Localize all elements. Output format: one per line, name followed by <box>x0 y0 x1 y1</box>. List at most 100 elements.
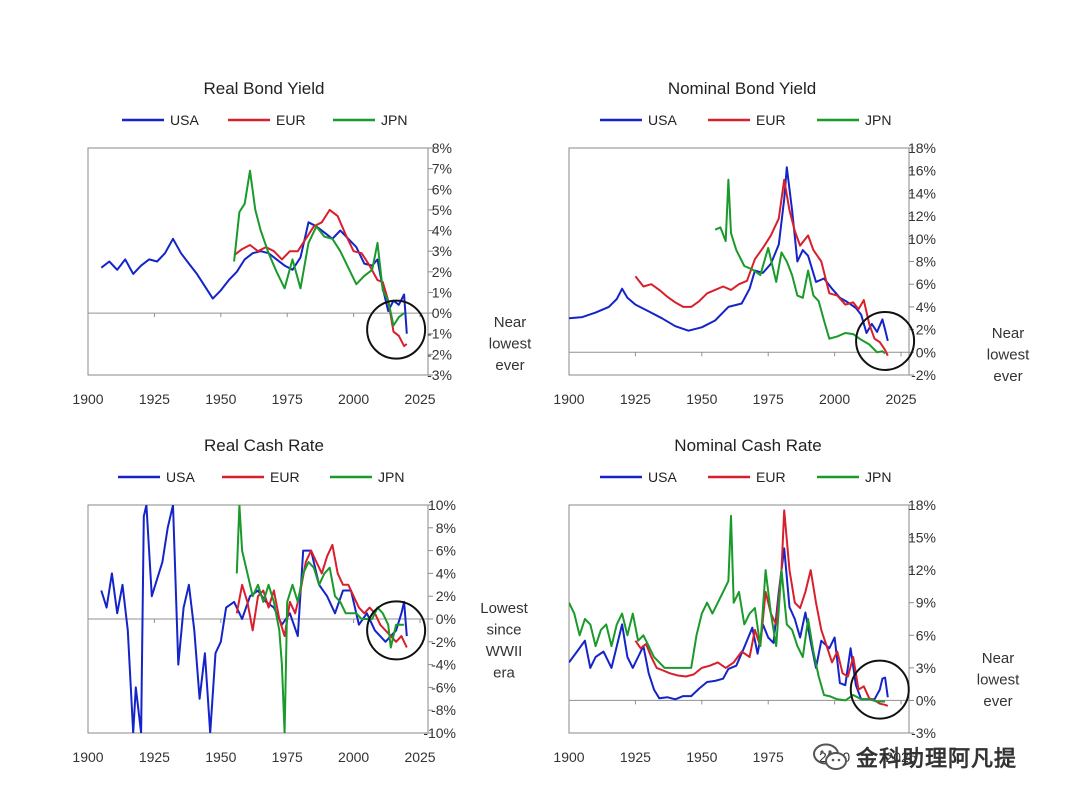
note-line: Lowest <box>480 600 528 617</box>
y-tick-label: 14% <box>908 185 936 201</box>
note-line: lowest <box>987 347 1030 364</box>
x-tick-label: 2000 <box>338 391 369 407</box>
y-tick-label: -2% <box>427 346 452 362</box>
highlight-circle <box>849 659 910 720</box>
watermark: 金科助理阿凡提 <box>812 740 1017 774</box>
y-tick-label: 3% <box>432 243 452 259</box>
y-tick-label: 2% <box>916 322 936 338</box>
series-line-usa <box>569 547 889 701</box>
series-line-jpn <box>569 514 886 703</box>
y-tick-label: 16% <box>908 163 936 179</box>
x-tick-label: 2000 <box>338 749 369 765</box>
note-line: lowest <box>489 336 532 353</box>
note-line: era <box>493 665 515 682</box>
note-line: WWII <box>486 643 523 660</box>
y-tick-label: 12% <box>908 562 936 578</box>
y-tick-label: 2% <box>436 588 456 604</box>
legend-label-jpn: JPN <box>865 469 891 485</box>
note-line: ever <box>993 368 1022 385</box>
y-tick-label: 8% <box>916 254 936 270</box>
x-tick-label: 2025 <box>404 749 435 765</box>
x-tick-label: 1900 <box>553 391 584 407</box>
x-tick-label: 1900 <box>72 749 103 765</box>
legend-label-usa: USA <box>648 469 677 485</box>
y-tick-label: -2% <box>431 634 456 650</box>
chart-panel-3: 10% 8% 6% 4% 2% 0% -2% -4% -6% -8% -10% 1900 1925 195… <box>72 436 528 765</box>
x-tick-label: 1950 <box>686 391 717 407</box>
y-tick-label: 6% <box>436 543 456 559</box>
highlight-circle <box>366 299 427 360</box>
y-tick-label: 7% <box>432 161 452 177</box>
y-tick-label: -1% <box>427 326 452 342</box>
legend-label-eur: EUR <box>276 112 306 128</box>
chart-title: Real Bond Yield <box>204 79 325 98</box>
note-line: ever <box>983 693 1012 710</box>
x-tick-label: 1950 <box>205 749 236 765</box>
note-line: since <box>486 622 521 639</box>
x-tick-label: 2025 <box>885 391 916 407</box>
note-line: lowest <box>977 672 1020 689</box>
y-tick-label: 0% <box>916 692 936 708</box>
x-tick-label: 1925 <box>620 391 651 407</box>
legend-label-usa: USA <box>648 112 677 128</box>
plot-frame <box>568 504 910 734</box>
series-line-eur <box>634 178 889 357</box>
legend-label-usa: USA <box>170 112 199 128</box>
wechat-icon <box>813 743 847 770</box>
plot-frame <box>87 147 429 376</box>
y-tick-label: -10% <box>423 725 456 741</box>
note-line: Near <box>992 325 1025 342</box>
x-tick-label: 1975 <box>272 749 303 765</box>
note-line: Near <box>982 650 1015 667</box>
highlight-circle <box>855 310 916 371</box>
x-tick-label: 1900 <box>72 391 103 407</box>
x-tick-label: 1925 <box>620 749 651 765</box>
x-tick-label: 1975 <box>753 749 784 765</box>
y-tick-label: 9% <box>916 595 936 611</box>
x-tick-label: 1925 <box>139 391 170 407</box>
y-tick-label: 18% <box>908 140 936 156</box>
legend-label-jpn: JPN <box>381 112 407 128</box>
y-tick-label: -3% <box>911 725 936 741</box>
series-line-usa <box>569 166 889 342</box>
y-tick-label: 4% <box>916 299 936 315</box>
plot-frame <box>568 147 910 376</box>
y-tick-label: -4% <box>431 657 456 673</box>
legend-label-jpn: JPN <box>378 469 404 485</box>
y-tick-label: 6% <box>432 181 452 197</box>
y-tick-label: 4% <box>432 223 452 239</box>
y-tick-label: -6% <box>431 679 456 695</box>
y-tick-label: 15% <box>908 530 936 546</box>
chart-panel-2: 18% 16% 14% 12% 10% 8% 6% 4% 2% 0% -2% 1900 1925 1950… <box>553 79 1030 407</box>
chart-panel-1: 8% 7% 6% 5% 4% 3% 2% 1% 0% -1% -2% -3% 1900 1925 1950 1… <box>72 79 532 407</box>
chart-title: Nominal Cash Rate <box>674 436 821 455</box>
legend-label-jpn: JPN <box>865 112 891 128</box>
x-tick-label: 1975 <box>272 391 303 407</box>
y-tick-label: 3% <box>916 660 936 676</box>
note-line: ever <box>495 357 524 374</box>
y-tick-label: 12% <box>908 208 936 224</box>
y-tick-label: 2% <box>432 264 452 280</box>
y-tick-label: 4% <box>436 565 456 581</box>
note-line: Near <box>494 314 527 331</box>
x-tick-label: 2025 <box>885 749 916 765</box>
x-tick-label: 1950 <box>205 391 236 407</box>
y-tick-label: 0% <box>432 305 452 321</box>
y-tick-label: -8% <box>431 702 456 718</box>
y-tick-label: 10% <box>428 497 456 513</box>
y-tick-label: -2% <box>911 367 936 383</box>
legend-label-eur: EUR <box>756 112 786 128</box>
legend-label-eur: EUR <box>270 469 300 485</box>
y-tick-label: 6% <box>916 276 936 292</box>
x-tick-label: 2025 <box>404 391 435 407</box>
x-tick-label: 1975 <box>753 391 784 407</box>
y-tick-label: -3% <box>427 367 452 383</box>
y-tick-label: 6% <box>916 627 936 643</box>
y-tick-label: 18% <box>908 497 936 513</box>
chart-title: Nominal Bond Yield <box>668 79 816 98</box>
y-tick-label: 5% <box>432 202 452 218</box>
y-tick-label: 10% <box>908 231 936 247</box>
y-tick-label: 0% <box>916 344 936 360</box>
series-line-jpn <box>233 169 405 327</box>
